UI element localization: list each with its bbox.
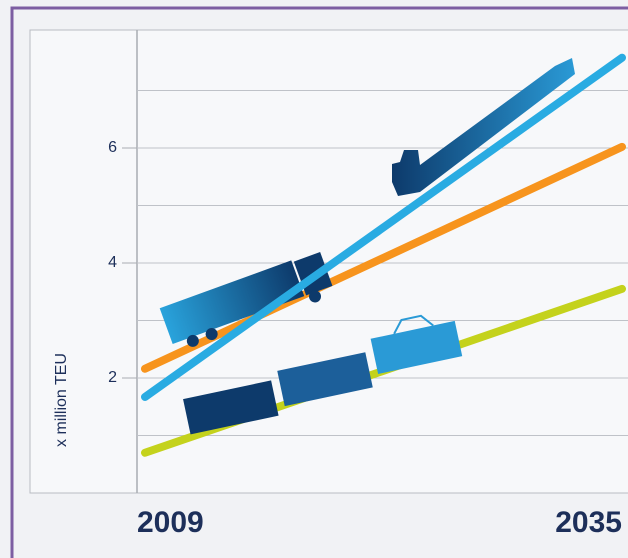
ship-icon [392, 58, 575, 196]
y-tick-label: 6 [108, 139, 117, 156]
frame [10, 6, 628, 558]
series-line [141, 53, 626, 401]
y-axis-label: x million TEU [53, 353, 70, 447]
y-tick-label: 4 [108, 254, 117, 271]
train-icon [183, 314, 463, 435]
x-tick-label: 2009 [137, 506, 204, 539]
x-tick-label: 2035 [555, 506, 622, 539]
series-line [141, 142, 626, 373]
y-tick-label: 2 [108, 369, 117, 386]
